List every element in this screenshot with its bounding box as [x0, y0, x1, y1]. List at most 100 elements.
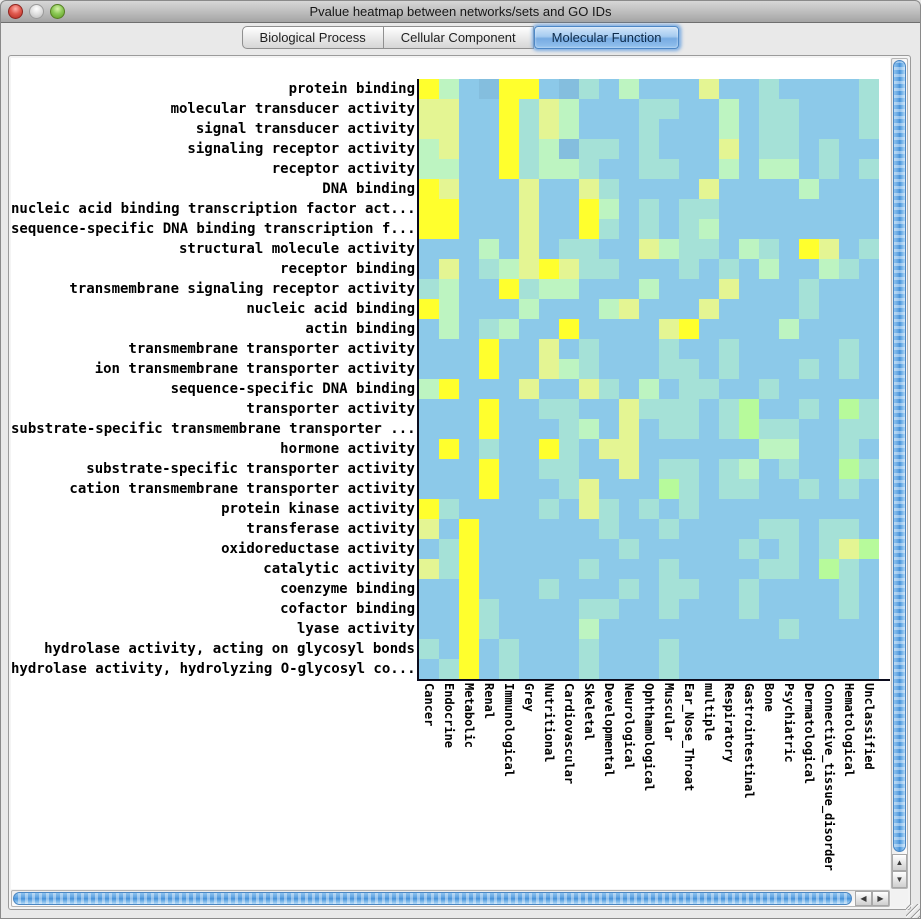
heatmap-cell [499, 399, 519, 419]
heatmap-cell [439, 279, 459, 299]
heatmap-cell [599, 119, 619, 139]
heatmap-cell [839, 159, 859, 179]
horizontal-scrollbar[interactable]: ◀ ▶ [11, 890, 890, 907]
heatmap-cell [419, 219, 439, 239]
heatmap-cell [679, 199, 699, 219]
heatmap-cell [499, 179, 519, 199]
heatmap-cell [619, 99, 639, 119]
heatmap-cell [759, 319, 779, 339]
heatmap-cell [499, 479, 519, 499]
window-resize-grip[interactable] [906, 904, 920, 918]
heatmap-cell [719, 79, 739, 99]
heatmap-cell [419, 579, 439, 599]
row-label: transmembrane transporter activity [128, 341, 415, 357]
heatmap-cell [479, 379, 499, 399]
column-label: Renal [482, 683, 496, 720]
heatmap-cell [459, 399, 479, 419]
heatmap-cell [479, 79, 499, 99]
scroll-right-button[interactable]: ▶ [872, 891, 889, 906]
heatmap-cell [479, 439, 499, 459]
heatmap-cell [859, 639, 879, 659]
heatmap-cell [719, 619, 739, 639]
heatmap-cell [799, 319, 819, 339]
heatmap-cell [599, 499, 619, 519]
heatmap-cell [499, 199, 519, 219]
heatmap-cell [859, 519, 879, 539]
heatmap-cell [679, 539, 699, 559]
heatmap-cell [759, 299, 779, 319]
heatmap-cell [739, 399, 759, 419]
heatmap-cell [639, 299, 659, 319]
heatmap-cell [459, 99, 479, 119]
heatmap-cell [859, 399, 879, 419]
heatmap-cell [459, 319, 479, 339]
row-labels: protein binding molecular transducer acti… [11, 79, 416, 679]
heatmap-cell [419, 359, 439, 379]
heatmap-cell [459, 279, 479, 299]
close-button[interactable] [8, 4, 23, 19]
minimize-button[interactable] [29, 4, 44, 19]
vertical-scrollbar-thumb[interactable] [893, 60, 906, 852]
heatmap-cell [759, 639, 779, 659]
heatmap-cell [679, 439, 699, 459]
heatmap-cell [839, 219, 859, 239]
heatmap-cell [539, 399, 559, 419]
heatmap-cell [699, 99, 719, 119]
heatmap-cell [499, 239, 519, 259]
heatmap-cell [679, 339, 699, 359]
heatmap-cell [439, 239, 459, 259]
heatmap-cell [479, 259, 499, 279]
heatmap-cell [639, 359, 659, 379]
heatmap-cell [479, 179, 499, 199]
heatmap-cell [519, 159, 539, 179]
tab-cellular-component[interactable]: Cellular Component [383, 26, 534, 49]
heatmap-cell [579, 239, 599, 259]
heatmap-cell [659, 119, 679, 139]
column-label: Metabolic [462, 683, 476, 749]
heatmap-cell [499, 219, 519, 239]
column-label: Muscular [662, 683, 676, 741]
horizontal-scrollbar-thumb[interactable] [13, 892, 852, 905]
heatmap-cell [819, 659, 839, 679]
heatmap-cell [679, 79, 699, 99]
heatmap-cell [459, 499, 479, 519]
arrow-down-icon: ▼ [895, 874, 904, 884]
heatmap-cell [479, 599, 499, 619]
heatmap-cell [619, 519, 639, 539]
heatmap-cell [479, 479, 499, 499]
heatmap-cell [599, 319, 619, 339]
scroll-left-button[interactable]: ◀ [855, 891, 872, 906]
heatmap-cell [679, 139, 699, 159]
heatmap-cell [639, 459, 659, 479]
tab-biological-process[interactable]: Biological Process [241, 26, 384, 49]
heatmap-cell [459, 519, 479, 539]
heatmap-cell [759, 239, 779, 259]
heatmap-cell [579, 539, 599, 559]
heatmap-cell [699, 459, 719, 479]
heatmap-cell [839, 319, 859, 339]
heatmap-cell [799, 559, 819, 579]
heatmap-cell [739, 319, 759, 339]
heatmap-cell [699, 419, 719, 439]
heatmap-cell [859, 179, 879, 199]
heatmap-cell [679, 399, 699, 419]
column-label: Immunological [502, 683, 516, 777]
zoom-button[interactable] [50, 4, 65, 19]
heatmap-cell [839, 499, 859, 519]
heatmap-cell [819, 579, 839, 599]
vertical-scrollbar[interactable]: ▲ ▼ [891, 58, 908, 889]
heatmap-cell [559, 339, 579, 359]
heatmap-cell [719, 459, 739, 479]
tab-molecular-function[interactable]: Molecular Function [533, 26, 680, 49]
heatmap-cell [679, 479, 699, 499]
scroll-up-button[interactable]: ▲ [892, 854, 907, 871]
heatmap-cell [439, 499, 459, 519]
heatmap-cell [799, 579, 819, 599]
heatmap-cell [759, 659, 779, 679]
scroll-down-button[interactable]: ▼ [892, 871, 907, 888]
heatmap-cell [779, 379, 799, 399]
heatmap-cell [699, 259, 719, 279]
heatmap-cell [679, 259, 699, 279]
heatmap-cell [419, 119, 439, 139]
title-bar[interactable]: Pvalue heatmap between networks/sets and… [0, 0, 921, 23]
